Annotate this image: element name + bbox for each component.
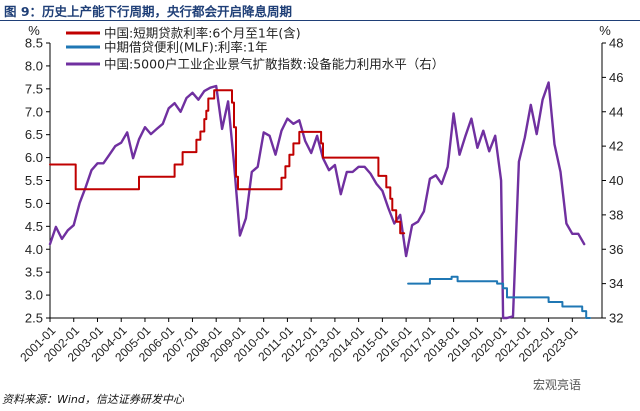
- y-left-tick-label: 5.0: [25, 196, 43, 211]
- y-left-tick-label: 5.5: [25, 173, 43, 188]
- y-right-tick-label: 32: [609, 311, 623, 326]
- series-layer: [48, 81, 592, 320]
- legend-label-1: 中国:短期贷款利率:6个月至1年(含): [104, 26, 301, 41]
- y-left-tick-label: 3.0: [25, 288, 43, 303]
- series-line-2: [407, 275, 592, 319]
- y-left-tick-label: 6.5: [25, 127, 43, 142]
- axes: % % 2.5 3.0 3.5 4.0 4.5 5.0 5.5 6.0 6.5 7.0 7.5 8.0 8.…: [17, 23, 623, 364]
- watermark: 宏观亮语: [533, 378, 582, 392]
- y-axis-right-unit: %: [599, 23, 611, 38]
- y-right-tick-label: 36: [609, 242, 623, 257]
- y-left-tick-label: 6.0: [25, 150, 43, 165]
- y-right-tick-label: 44: [609, 104, 623, 119]
- y-left-tick-label: 3.5: [25, 265, 43, 280]
- y-left-tick-label: 8.0: [25, 58, 43, 73]
- y-right-tick-label: 42: [609, 139, 623, 154]
- figure-title: 图 9：历史上产能下行周期，央行都会开启降息周期: [4, 4, 293, 19]
- series-line-1: [49, 89, 406, 235]
- y-right-tick-label: 48: [609, 36, 623, 51]
- y-left-tick-label: 4.0: [25, 242, 43, 257]
- y-right-tick-label: 38: [609, 207, 623, 222]
- y-left-tick-label: 4.5: [25, 219, 43, 234]
- series-line-3: [48, 81, 586, 320]
- legend-label-3: 中国:5000户工业企业景气扩散指数:设备能力利用水平（右）: [104, 57, 444, 72]
- title-rule: [0, 20, 640, 21]
- y-left-tick-label: 7.5: [25, 81, 43, 96]
- y-left-tick-label: 8.5: [25, 36, 43, 51]
- y-right-tick-label: 46: [609, 70, 623, 85]
- y-axis-left-unit: %: [28, 23, 40, 38]
- legend-label-2: 中期借贷便利(MLF):利率:1年: [104, 40, 268, 55]
- y-left-tick-label: 2.5: [25, 311, 43, 326]
- y-right-tick-label: 34: [609, 276, 623, 291]
- y-left-tick-label: 7.0: [25, 104, 43, 119]
- source-note: 资料来源：Wind，信达证券研发中心: [2, 393, 184, 406]
- legend: 中国:短期贷款利率:6个月至1年(含)中期借贷便利(MLF):利率:1年中国:5…: [66, 26, 444, 72]
- y-right-tick-label: 40: [609, 173, 623, 188]
